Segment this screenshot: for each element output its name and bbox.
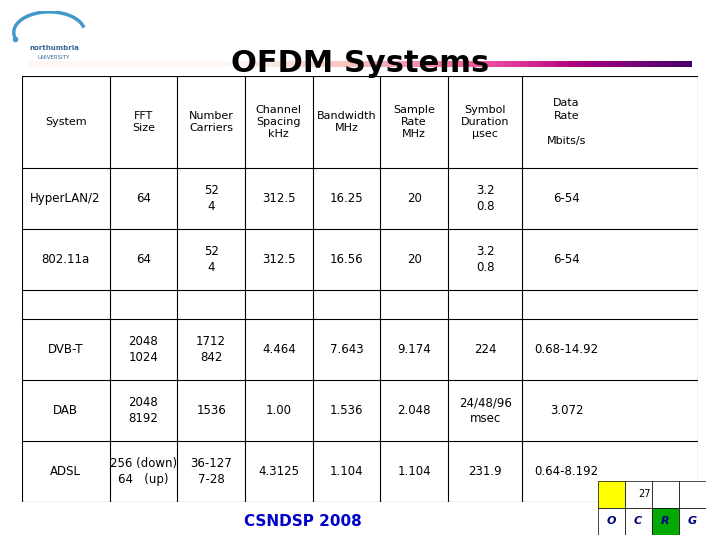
Text: 2048
8192: 2048 8192 [128, 396, 158, 426]
Text: 64: 64 [136, 192, 151, 205]
Text: OFDM Systems: OFDM Systems [231, 49, 489, 78]
Text: G: G [688, 516, 697, 526]
Text: 52
4: 52 4 [204, 245, 219, 274]
Bar [652, 481, 679, 508]
Text: 3.072: 3.072 [549, 404, 583, 417]
Text: Sample
Rate
MHz: Sample Rate MHz [393, 105, 435, 139]
Bar [598, 481, 625, 508]
Text: 1.00: 1.00 [266, 404, 292, 417]
Text: 256 (down)
64   (up): 256 (down) 64 (up) [110, 457, 177, 486]
Bar [625, 508, 652, 535]
Bar [652, 508, 679, 535]
Text: 4.3125: 4.3125 [258, 465, 300, 478]
Text: 2.048: 2.048 [397, 404, 431, 417]
Text: 7.643: 7.643 [330, 343, 364, 356]
Text: Bandwidth
MHz: Bandwidth MHz [317, 111, 377, 133]
Bar [679, 508, 706, 535]
Text: 24/48/96
msec: 24/48/96 msec [459, 396, 512, 426]
Text: System: System [45, 117, 86, 127]
Text: 0.64-8.192: 0.64-8.192 [534, 465, 598, 478]
Text: R: R [661, 516, 670, 526]
Text: 312.5: 312.5 [262, 253, 295, 266]
Text: HyperLAN/2: HyperLAN/2 [30, 192, 101, 205]
Text: 3.2
0.8: 3.2 0.8 [476, 184, 495, 213]
Text: 6-54: 6-54 [553, 192, 580, 205]
Text: 1.104: 1.104 [397, 465, 431, 478]
Text: 2048
1024: 2048 1024 [128, 335, 158, 364]
Text: Number
Carriers: Number Carriers [189, 111, 233, 133]
Text: 802.11a: 802.11a [42, 253, 90, 266]
Text: UNIVERSITY: UNIVERSITY [38, 56, 70, 60]
Bar [625, 481, 652, 508]
Text: northumbria: northumbria [29, 45, 79, 51]
Text: 312.5: 312.5 [262, 192, 295, 205]
Text: O: O [606, 516, 616, 526]
Text: Channel
Spacing
kHz: Channel Spacing kHz [256, 105, 302, 139]
Text: 20: 20 [407, 192, 422, 205]
Text: 224: 224 [474, 343, 497, 356]
Text: Symbol
Duration
μsec: Symbol Duration μsec [461, 105, 510, 139]
Text: 9.174: 9.174 [397, 343, 431, 356]
Text: 4.464: 4.464 [262, 343, 296, 356]
Text: 0.68-14.92: 0.68-14.92 [534, 343, 598, 356]
Text: 231.9: 231.9 [469, 465, 502, 478]
Text: 16.56: 16.56 [330, 253, 364, 266]
Text: 1.536: 1.536 [330, 404, 363, 417]
Text: 1536: 1536 [197, 404, 226, 417]
Text: CSNDSP 2008: CSNDSP 2008 [243, 514, 361, 529]
Text: 3.2
0.8: 3.2 0.8 [476, 245, 495, 274]
Text: FFT
Size: FFT Size [132, 111, 155, 133]
Text: 1712
842: 1712 842 [196, 335, 226, 364]
Text: 16.25: 16.25 [330, 192, 364, 205]
Text: 52
4: 52 4 [204, 184, 219, 213]
Text: DAB: DAB [53, 404, 78, 417]
Text: 36-127
7-28: 36-127 7-28 [190, 457, 232, 486]
Bar [598, 508, 625, 535]
Text: 27: 27 [638, 489, 651, 499]
Text: DVB-T: DVB-T [48, 343, 84, 356]
Text: Data
Rate

Mbits/s: Data Rate Mbits/s [546, 98, 586, 146]
Text: C: C [634, 516, 642, 526]
Text: 6-54: 6-54 [553, 253, 580, 266]
Text: 20: 20 [407, 253, 422, 266]
Bar [679, 481, 706, 508]
Text: 64: 64 [136, 253, 151, 266]
Text: 1.104: 1.104 [330, 465, 364, 478]
Text: ADSL: ADSL [50, 465, 81, 478]
